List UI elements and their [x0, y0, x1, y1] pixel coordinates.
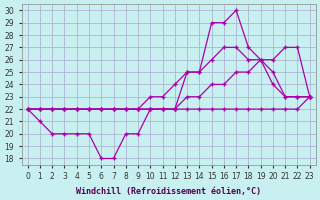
- X-axis label: Windchill (Refroidissement éolien,°C): Windchill (Refroidissement éolien,°C): [76, 187, 261, 196]
